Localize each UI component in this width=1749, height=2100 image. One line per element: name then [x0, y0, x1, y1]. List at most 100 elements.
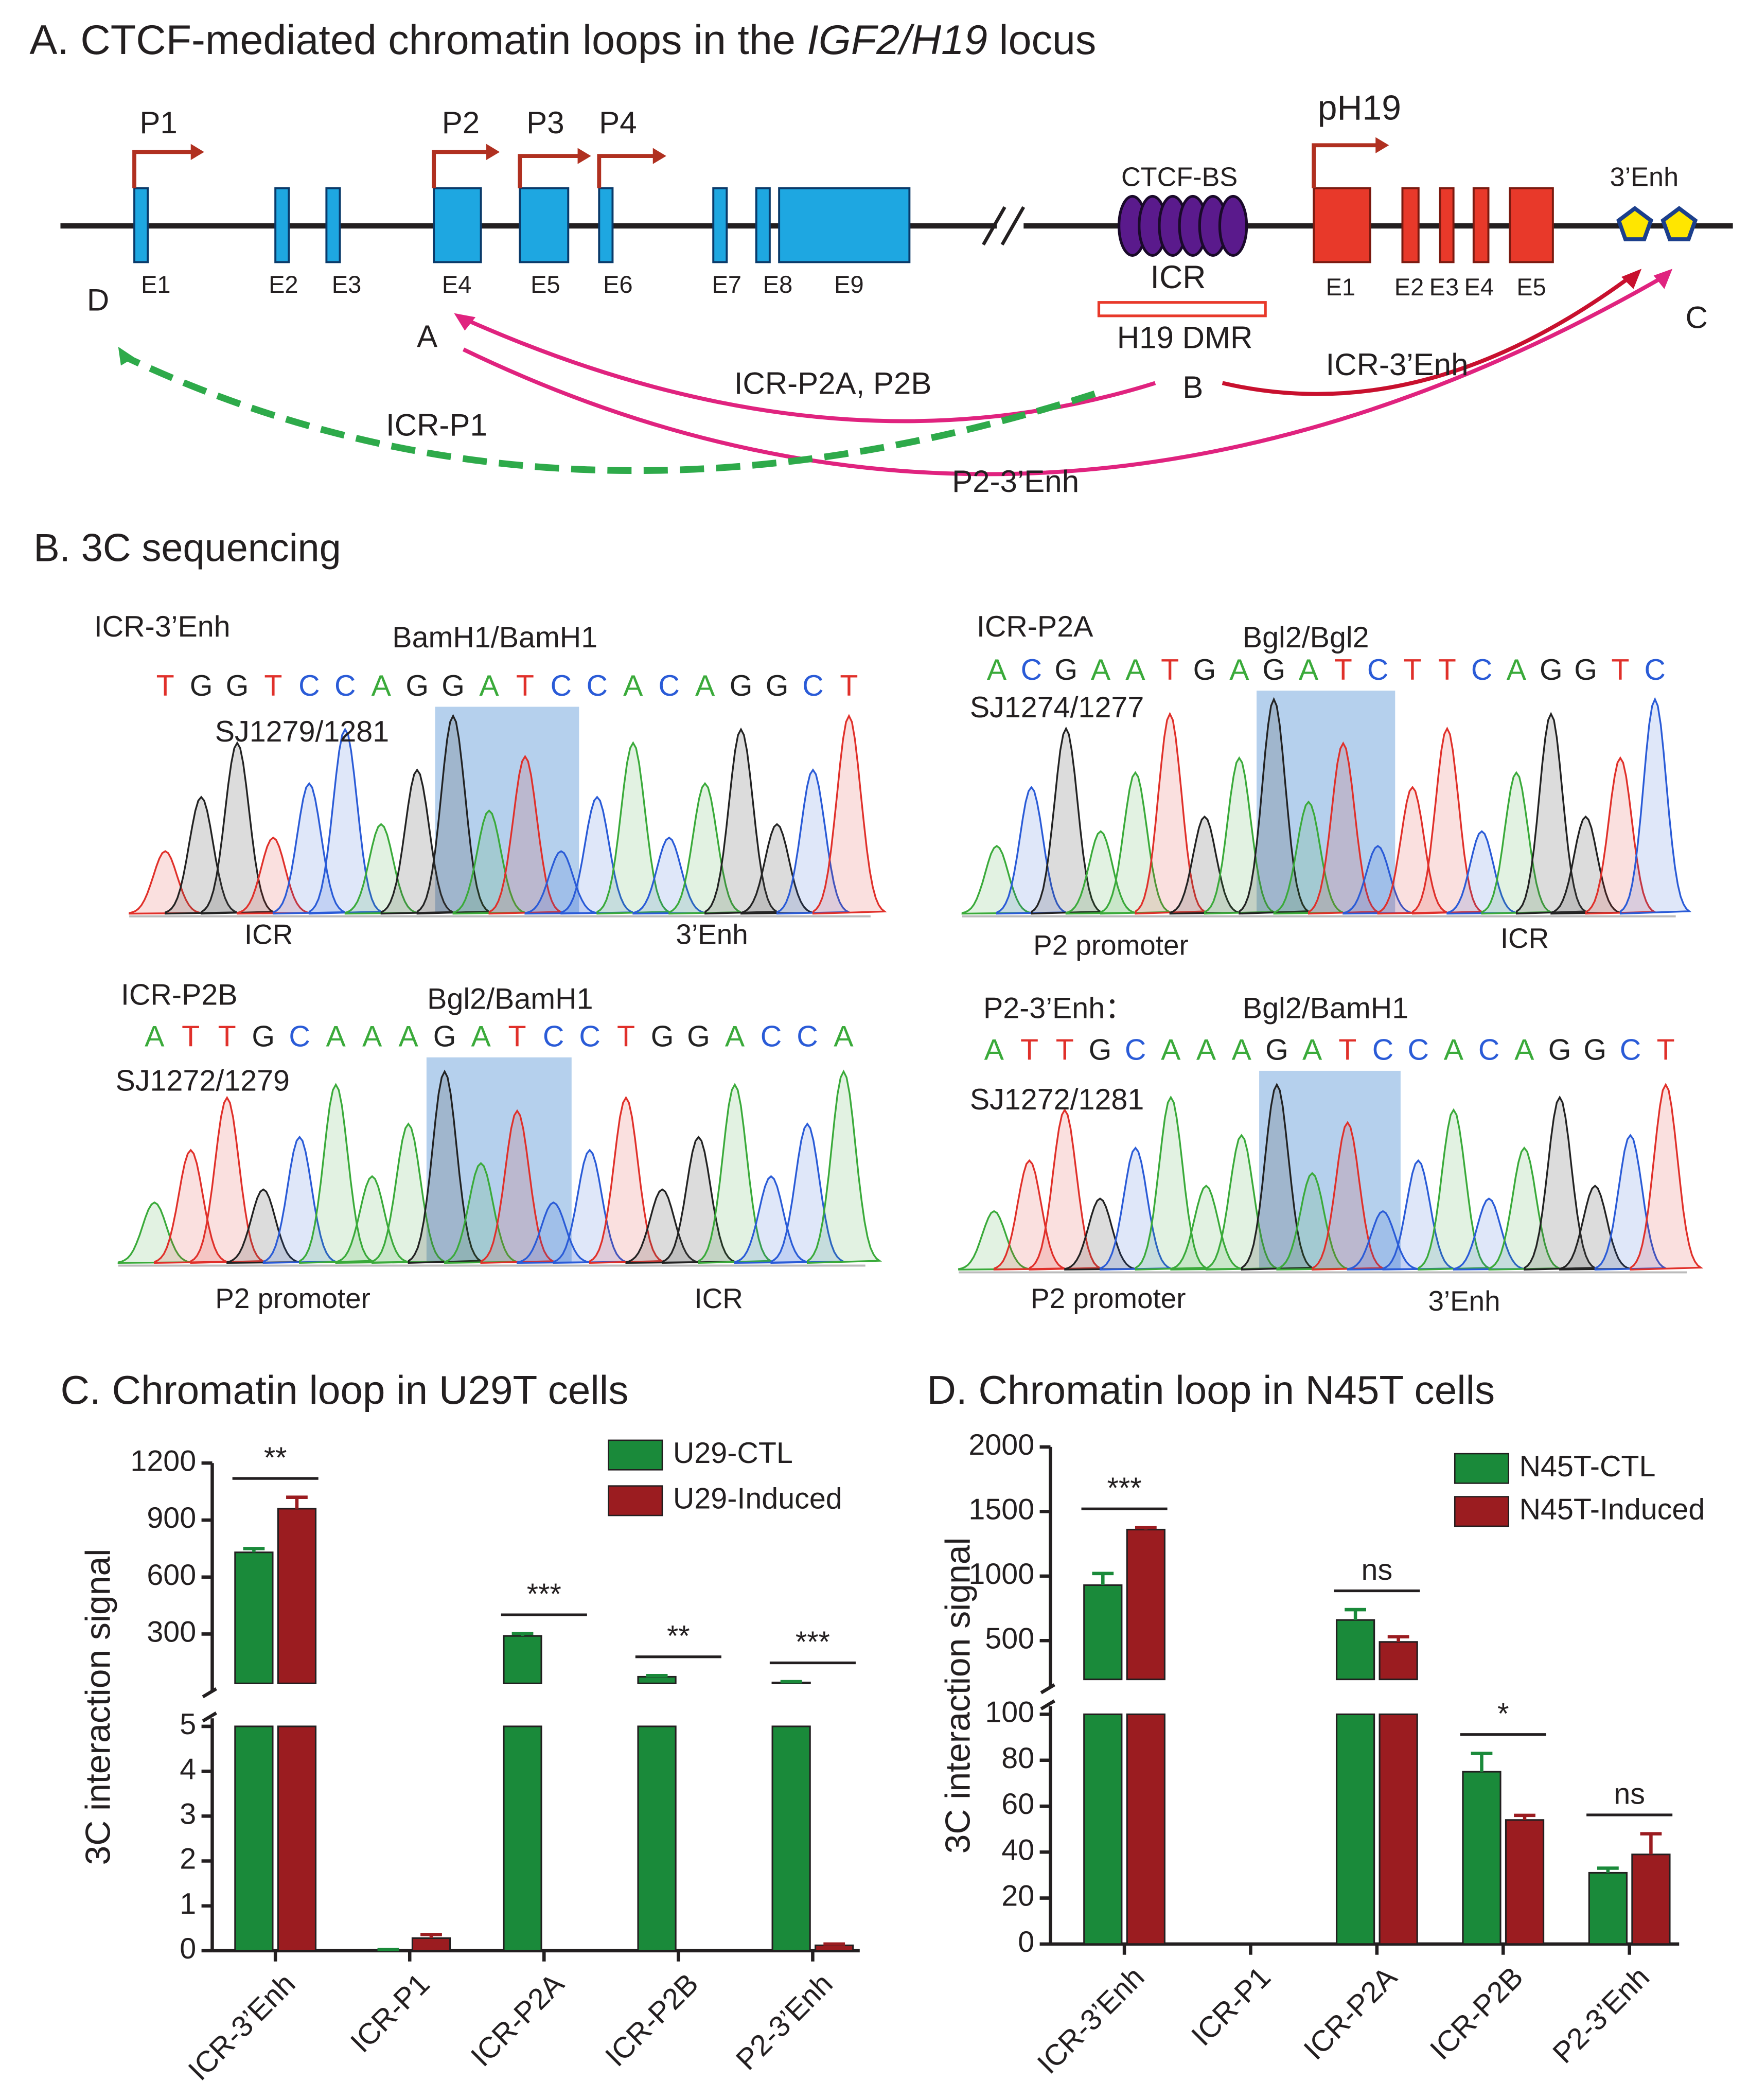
trace-peak	[1630, 1083, 1704, 1271]
y-axis-label: 3C interaction signal	[79, 1549, 118, 1865]
primer-label: SJ1272/1281	[970, 1083, 1144, 1116]
trace-peak	[1205, 1134, 1280, 1271]
y-tick-label: 3	[180, 1797, 196, 1830]
base-letter: A	[695, 669, 715, 702]
x-tick-label: ICR-P2A	[1298, 1960, 1404, 2066]
promoter-label: P1	[139, 105, 177, 140]
x-tick-label: ICR-P2B	[599, 1967, 704, 2073]
base-letter: A	[834, 1020, 854, 1053]
bar	[1335, 1713, 1375, 1945]
bar	[1379, 1713, 1418, 1945]
exon-label: E6	[603, 271, 632, 298]
axis-break	[1040, 1683, 1055, 1695]
base-letter: A	[372, 669, 392, 702]
base-letter: C	[579, 1020, 600, 1053]
trace-peak	[452, 809, 525, 915]
x-tick-label: ICR-3’Enh	[182, 1967, 302, 2087]
trace-peak	[335, 1175, 409, 1264]
trace-peak	[1377, 786, 1447, 915]
exon-label: E1	[1326, 273, 1355, 301]
trace-peak	[553, 1149, 626, 1264]
trace-peak	[1524, 1095, 1598, 1271]
error-bar	[1471, 1752, 1493, 1772]
trace-peak	[129, 850, 201, 915]
y-tick-label: 1200	[130, 1444, 196, 1477]
enzyme-label: Bgl2/BamH1	[1243, 992, 1408, 1025]
trace-peak	[1308, 741, 1381, 915]
trace-peak	[1453, 1197, 1525, 1271]
base-letter: G	[1583, 1034, 1606, 1067]
trace-peak	[734, 1175, 807, 1264]
base-letter: G	[1054, 654, 1077, 686]
y-tick-label: 80	[1001, 1742, 1034, 1775]
site-label: B	[1182, 370, 1203, 404]
base-letter: A	[326, 1020, 346, 1053]
base-letter: T	[1338, 1034, 1356, 1067]
trace-peak	[1170, 1185, 1242, 1271]
exon-label: E1	[141, 271, 170, 298]
y-tick-label: 1	[180, 1887, 196, 1920]
base-letter: C	[587, 669, 608, 702]
legend-label: N45T-CTL	[1520, 1450, 1656, 1483]
trace-peak	[1169, 815, 1240, 915]
y-tick-label: 100	[985, 1696, 1034, 1729]
x-tick-label: P2-3’Enh	[1547, 1961, 1656, 2070]
axis-break	[1040, 1699, 1055, 1710]
exon-label: E3	[332, 271, 361, 298]
exon-label: E5	[1516, 273, 1546, 301]
bar	[1379, 1641, 1418, 1681]
chart-title: D. Chromatin loop in N45T cells	[927, 1367, 1495, 1413]
base-letter: A	[987, 654, 1007, 686]
base-letter: A	[1444, 1034, 1464, 1067]
error-bar	[1514, 1813, 1535, 1820]
trace-name: P2-3’Enh：	[983, 992, 1135, 1025]
trace-name: ICR-3’Enh	[94, 610, 231, 643]
dmr-label: H19 DMR	[1117, 321, 1253, 355]
bar	[234, 1725, 274, 1952]
base-letter: G	[226, 669, 249, 702]
base-letter: C	[1367, 654, 1388, 686]
base-letter: T	[1161, 654, 1179, 686]
trace-peak	[806, 1069, 882, 1264]
exon-label: E2	[269, 271, 298, 298]
base-letter: A	[1232, 1034, 1252, 1067]
base-letter: T	[156, 669, 174, 702]
bar	[1335, 1619, 1375, 1681]
trace-peak	[1585, 756, 1658, 915]
error-bar	[646, 1673, 668, 1678]
base-letter: G	[1089, 1034, 1112, 1067]
trace-peak	[524, 850, 597, 915]
trace-peak	[154, 1149, 227, 1264]
exon-label: E2	[1394, 273, 1424, 301]
base-letter: C	[1478, 1034, 1499, 1067]
base-letter: G	[190, 669, 213, 702]
base-letter: A	[1299, 654, 1319, 686]
trace-peak	[1100, 771, 1173, 915]
base-letter: G	[1574, 654, 1597, 686]
trace-peak	[1382, 1159, 1454, 1271]
base-letter: C	[334, 669, 356, 702]
base-letter: G	[1265, 1034, 1288, 1067]
trace-peak	[698, 1083, 773, 1264]
trace-name: ICR-P2B	[121, 979, 238, 1012]
bar	[815, 1944, 854, 1952]
base-letter: A	[1196, 1034, 1216, 1067]
trace-peak	[560, 796, 633, 915]
error-bar	[243, 1547, 265, 1552]
base-letter: C	[1645, 654, 1666, 686]
x-tick-label: ICR-P2B	[1424, 1961, 1529, 2066]
x-tick-label: P2-3’Enh	[730, 1967, 839, 2076]
exon-label: E3	[1429, 273, 1459, 301]
error-bar	[823, 1942, 845, 1946]
trace-peak	[770, 1122, 846, 1264]
trace-peak	[416, 714, 491, 915]
base-letter: A	[362, 1020, 382, 1053]
y-tick-label: 1500	[968, 1493, 1034, 1526]
trace-peak	[1559, 1185, 1631, 1271]
y-tick-label: 2	[180, 1843, 196, 1876]
trace-peak	[308, 727, 384, 915]
error-bar	[1345, 1608, 1366, 1620]
base-letter: G	[1262, 654, 1285, 686]
base-letter: A	[479, 669, 499, 702]
